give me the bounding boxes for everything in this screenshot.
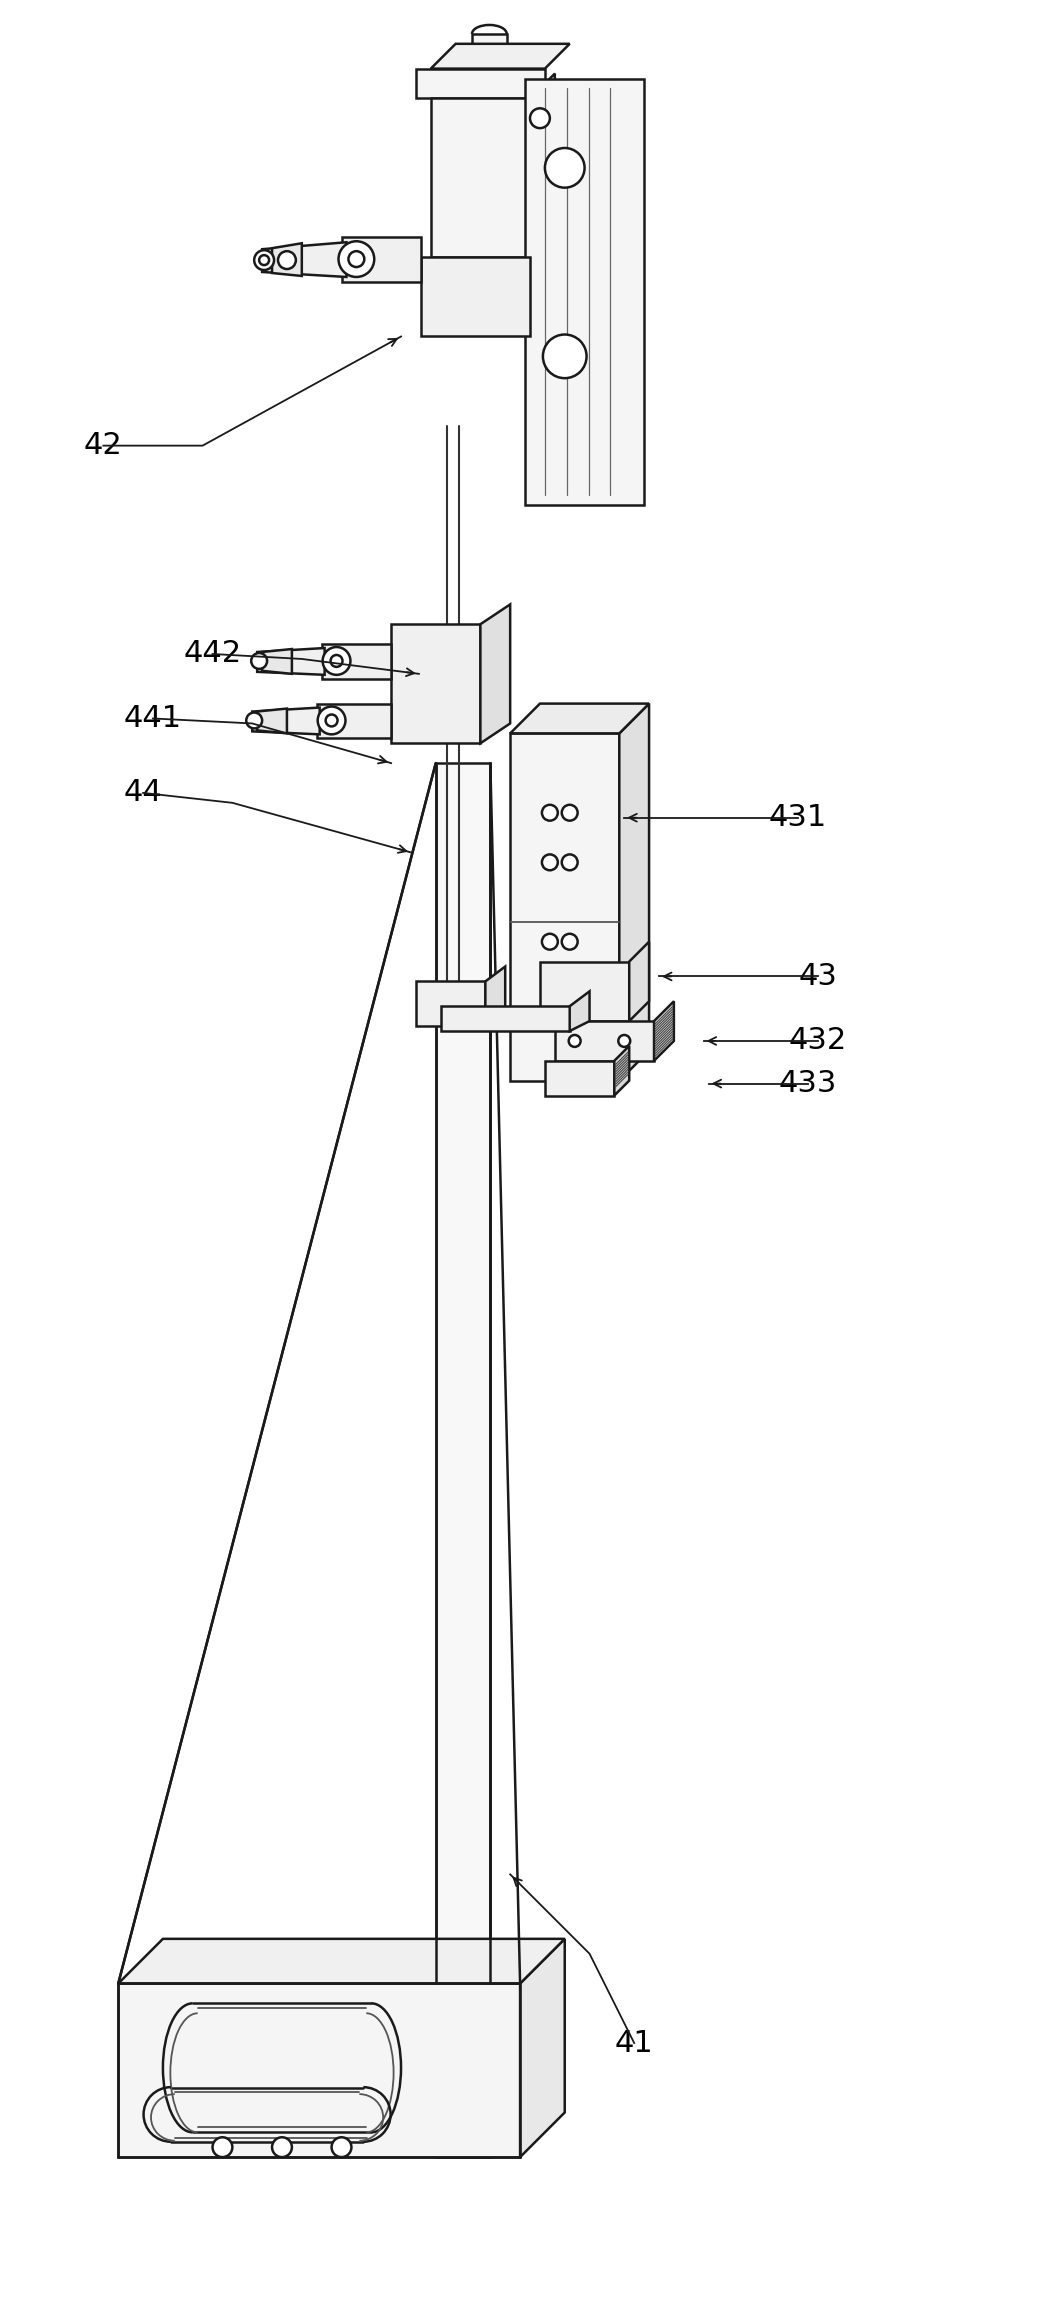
- Bar: [421, 257, 530, 336]
- Bar: [545, 1062, 614, 1096]
- Polygon shape: [629, 941, 649, 1022]
- Polygon shape: [263, 649, 292, 675]
- Bar: [555, 1022, 654, 1062]
- Text: 43: 43: [798, 962, 838, 990]
- Bar: [416, 981, 486, 1027]
- Text: 432: 432: [789, 1027, 847, 1055]
- Circle shape: [331, 656, 342, 668]
- Bar: [431, 97, 530, 257]
- Circle shape: [542, 855, 558, 869]
- Circle shape: [530, 109, 550, 127]
- Polygon shape: [118, 1984, 520, 2158]
- Text: 41: 41: [614, 2028, 654, 2058]
- Circle shape: [619, 1034, 630, 1048]
- Circle shape: [318, 707, 345, 735]
- Circle shape: [569, 1034, 580, 1048]
- Polygon shape: [570, 992, 590, 1032]
- Bar: [441, 1006, 570, 1032]
- Circle shape: [279, 250, 296, 269]
- Circle shape: [323, 647, 351, 675]
- Text: 441: 441: [124, 705, 182, 732]
- Bar: [525, 79, 644, 505]
- Circle shape: [332, 2137, 352, 2158]
- Polygon shape: [436, 763, 490, 2158]
- Polygon shape: [480, 605, 510, 744]
- Polygon shape: [252, 707, 320, 735]
- Circle shape: [545, 148, 585, 188]
- Polygon shape: [486, 967, 505, 1027]
- Polygon shape: [520, 1938, 564, 2158]
- Circle shape: [542, 934, 558, 950]
- Bar: [510, 732, 620, 1080]
- Polygon shape: [510, 705, 649, 732]
- Circle shape: [542, 804, 558, 821]
- Polygon shape: [654, 1001, 674, 1062]
- Polygon shape: [431, 44, 570, 70]
- Text: 44: 44: [123, 779, 163, 807]
- Circle shape: [254, 250, 274, 269]
- Polygon shape: [118, 1938, 564, 1984]
- Polygon shape: [620, 705, 649, 1080]
- Polygon shape: [272, 243, 302, 276]
- Text: 431: 431: [769, 804, 827, 832]
- Circle shape: [213, 2137, 233, 2158]
- Text: 442: 442: [184, 640, 241, 668]
- Bar: [416, 70, 545, 97]
- Bar: [322, 644, 391, 679]
- Polygon shape: [257, 709, 287, 732]
- Text: 42: 42: [84, 431, 122, 461]
- Circle shape: [561, 934, 577, 950]
- Circle shape: [259, 255, 269, 264]
- Text: 433: 433: [778, 1069, 837, 1099]
- Circle shape: [543, 334, 587, 378]
- Bar: [341, 236, 421, 283]
- Polygon shape: [614, 1045, 629, 1096]
- Bar: [472, 35, 507, 97]
- Circle shape: [325, 714, 338, 726]
- Circle shape: [561, 855, 577, 869]
- Polygon shape: [530, 74, 555, 257]
- Polygon shape: [263, 243, 347, 276]
- Circle shape: [349, 250, 365, 267]
- Polygon shape: [257, 649, 324, 675]
- Bar: [391, 624, 480, 744]
- Circle shape: [272, 2137, 292, 2158]
- Circle shape: [561, 804, 577, 821]
- Circle shape: [338, 241, 374, 276]
- Bar: [540, 962, 629, 1022]
- Circle shape: [251, 654, 267, 670]
- Bar: [317, 705, 391, 739]
- Circle shape: [247, 712, 263, 728]
